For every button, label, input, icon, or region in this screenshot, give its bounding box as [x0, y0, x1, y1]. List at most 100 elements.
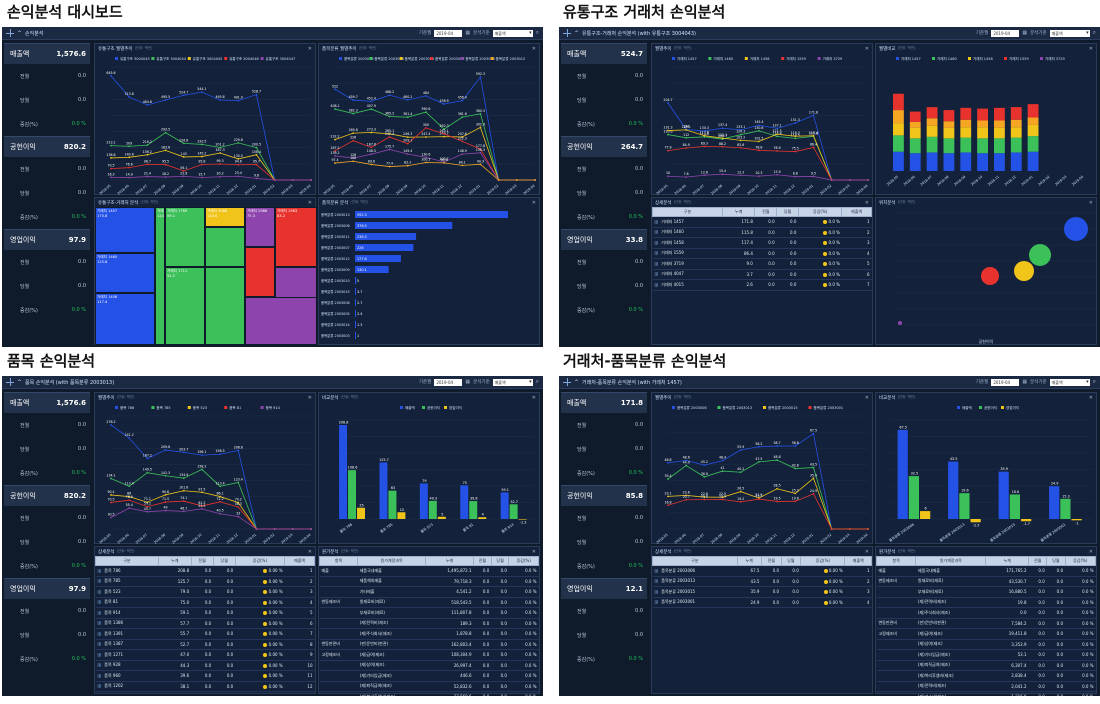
search-icon[interactable]: ⌕ — [535, 29, 539, 36]
chart-small-icon[interactable]: ▥ — [97, 609, 102, 615]
bar[interactable] — [478, 517, 487, 519]
stack-segment[interactable] — [960, 137, 972, 153]
data-point[interactable] — [146, 471, 149, 474]
data-point[interactable] — [370, 146, 373, 149]
bar[interactable] — [998, 471, 1009, 519]
data-point[interactable] — [776, 459, 778, 461]
data-point[interactable] — [201, 454, 203, 457]
table-row[interactable]: 고정제조비 (재)급여(제조) 19,411.8 0.0 0.0 0.0 % — [876, 628, 1096, 640]
bar[interactable] — [908, 476, 920, 519]
data-point[interactable] — [685, 459, 688, 462]
search-icon[interactable]: ⌕ — [1092, 378, 1096, 385]
table-row[interactable]: ▥ 품목 960 39.6 0.0 0.0 0.00 % 11 — [95, 670, 315, 682]
data-point[interactable] — [182, 477, 185, 480]
table-row[interactable]: ▥ 품목분류 2003001 24.9 0.0 0.0 0.00 % 4 — [652, 597, 872, 608]
data-point[interactable] — [794, 135, 797, 138]
close-icon[interactable]: ✕ — [1088, 394, 1093, 401]
bar[interactable] — [355, 299, 356, 306]
legend-label[interactable]: 품목분류 2003011 — [405, 56, 435, 61]
data-point[interactable] — [255, 153, 258, 156]
stack-segment[interactable] — [994, 120, 1005, 128]
data-point[interactable] — [721, 145, 724, 148]
table-row[interactable]: 기타매출 4,541.2 0.0 0.0 0.0 % — [319, 586, 539, 598]
data-point[interactable] — [164, 176, 167, 178]
data-point[interactable] — [291, 179, 294, 181]
column-header[interactable]: 증감(%) — [800, 556, 846, 566]
close-icon[interactable]: ✕ — [307, 45, 312, 52]
stack-segment[interactable] — [926, 136, 938, 153]
data-point[interactable] — [128, 96, 131, 98]
legend-label[interactable]: 공헌이익 — [984, 405, 997, 410]
bar[interactable] — [355, 211, 509, 218]
treemap-cell[interactable]: 거래처 1457 175.8 — [95, 207, 155, 253]
bar[interactable] — [355, 277, 357, 284]
table-row[interactable]: ▥ 품목 523 79.0 0.0 0.0 0.00 % 3 — [95, 586, 315, 598]
data-point[interactable] — [406, 136, 409, 139]
data-point[interactable] — [758, 445, 760, 448]
data-point[interactable] — [739, 139, 742, 142]
data-point[interactable] — [739, 146, 742, 149]
table-row[interactable]: (재)기타임금(제조) 446.6 0.0 0.0 0.0 % — [319, 670, 539, 682]
bar[interactable] — [355, 288, 356, 295]
data-point[interactable] — [255, 93, 258, 96]
data-point[interactable] — [128, 437, 131, 440]
table-row[interactable]: ▥ 거래처 4047 3.7 0.0 0.0 0.0 % 6 — [652, 269, 872, 280]
data-point[interactable] — [685, 147, 688, 149]
legend-label[interactable]: 품목 81 — [229, 406, 241, 410]
data-point[interactable] — [352, 139, 355, 142]
data-point[interactable] — [291, 528, 294, 530]
data-point[interactable] — [146, 104, 149, 106]
column-header[interactable]: 누계 — [721, 207, 756, 217]
bar[interactable] — [518, 519, 527, 520]
data-point[interactable] — [794, 492, 797, 495]
data-point[interactable] — [146, 505, 149, 508]
data-point[interactable] — [794, 122, 797, 124]
data-point[interactable] — [667, 133, 669, 136]
column-header[interactable]: 당월 — [490, 556, 510, 566]
table-row[interactable]: ▥ 품목분류 2003013 43.5 0.0 0.0 0.00 % 2 — [652, 576, 872, 587]
stack-segment[interactable] — [960, 152, 972, 171]
data-point[interactable] — [758, 461, 760, 463]
kpi-sales[interactable]: 매출액 1,576.6 — [4, 43, 90, 64]
data-point[interactable] — [110, 477, 112, 480]
stack-segment[interactable] — [943, 110, 955, 122]
table-row[interactable]: 부재료비(재료) 16,880.5 0.0 0.0 0.0 % — [876, 586, 1096, 598]
bar[interactable] — [460, 485, 469, 519]
collapse-icon[interactable]: ⌃ — [17, 29, 23, 37]
close-icon[interactable]: ✕ — [307, 394, 312, 401]
data-point[interactable] — [352, 112, 355, 115]
legend-label[interactable]: 유통구조 3004047 — [266, 56, 296, 61]
table-row[interactable]: (재)퇴직급여(제조) 6,307.4 0.0 0.0 0.0 % — [876, 660, 1096, 671]
data-point[interactable] — [406, 153, 409, 155]
data-point[interactable] — [201, 155, 203, 158]
column-header[interactable]: 누계 — [985, 556, 1030, 566]
data-point[interactable] — [182, 489, 185, 492]
table-row[interactable]: (재)주식회사(제조) 1,878.8 0.0 0.0 0.0 % — [319, 628, 539, 640]
table-row[interactable]: 변동판관비 (판)운반비(판관) 7,584.2 0.0 0.0 0.0 % — [876, 618, 1096, 629]
table-row[interactable]: (재)전력비(제조) 189.3 0.0 0.0 0.0 % — [319, 618, 539, 629]
data-point[interactable] — [146, 457, 149, 460]
bubble[interactable] — [1029, 244, 1051, 266]
data-point[interactable] — [164, 509, 167, 512]
data-point[interactable] — [479, 151, 482, 154]
chart-small-icon[interactable]: ▥ — [97, 567, 102, 573]
data-point[interactable] — [667, 175, 669, 178]
legend-label[interactable]: 거래처 1559 — [1009, 56, 1029, 61]
close-icon[interactable]: ✕ — [531, 199, 536, 206]
table-row[interactable]: 매출 제품국내매출 171,765.2 0.0 0.0 0.0 % — [876, 565, 1096, 577]
search-icon[interactable]: ⌕ — [1092, 29, 1096, 36]
data-point[interactable] — [497, 179, 500, 181]
data-point[interactable] — [479, 126, 482, 129]
legend-label[interactable]: 거래처 1457 — [901, 56, 921, 61]
data-point[interactable] — [182, 94, 185, 97]
stack-segment[interactable] — [960, 107, 972, 120]
stack-segment[interactable] — [909, 127, 921, 139]
data-point[interactable] — [794, 150, 797, 153]
data-point[interactable] — [667, 504, 669, 507]
data-point[interactable] — [406, 116, 409, 119]
column-header[interactable]: 구분 — [95, 556, 159, 566]
data-point[interactable] — [443, 135, 445, 138]
chart-small-icon[interactable]: ▥ — [97, 630, 102, 636]
data-point[interactable] — [758, 140, 760, 143]
data-point[interactable] — [812, 146, 815, 149]
